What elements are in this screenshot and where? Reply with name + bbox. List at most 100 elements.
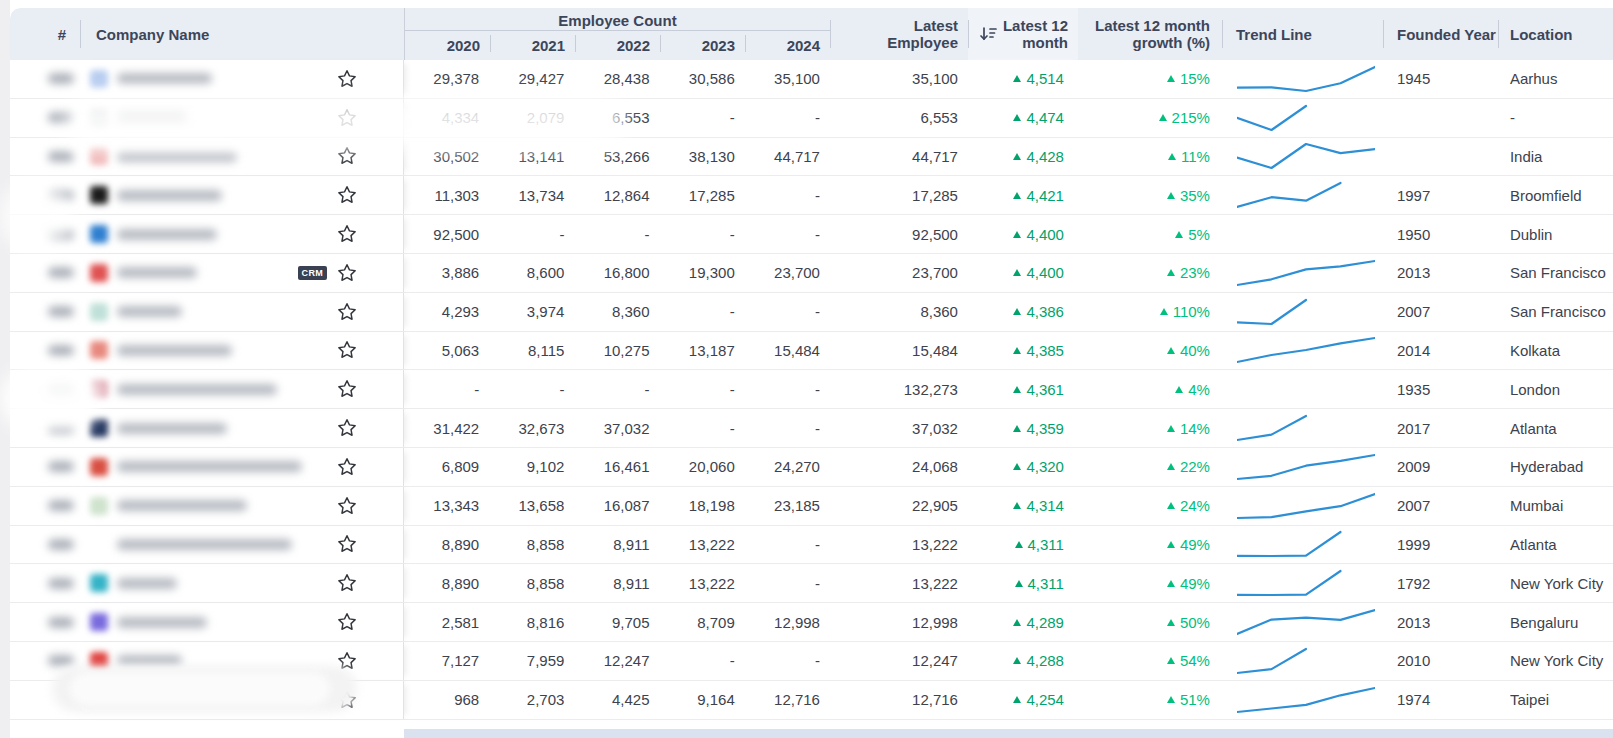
star-button[interactable] [335,377,359,401]
star-button[interactable] [335,455,359,479]
cell-employee-count-2021: 13,658 [489,487,574,525]
table-row[interactable]: 4,3342,0796,553--6,5534,474215%- [10,99,1613,138]
table-row[interactable]: 5,0638,11510,27513,18715,48415,4844,3854… [10,332,1613,371]
cell-employee-count-2024: 23,185 [745,487,830,525]
header-year-2022[interactable]: 2022 [575,31,660,60]
company-name-redacted [117,190,222,201]
star-button[interactable] [335,222,359,246]
table-row[interactable]: 9682,7034,4259,16412,71612,7164,25451%19… [10,681,1613,720]
header-founded-year[interactable]: Founded Year [1383,8,1498,60]
star-button[interactable] [335,67,359,91]
header-year-2021[interactable]: 2021 [490,31,575,60]
table-row[interactable]: 30,50213,14153,26638,13044,71744,7174,42… [10,138,1613,177]
table-row[interactable]: 8,8908,8588,91113,222-13,2224,31149%1792… [10,564,1613,603]
cell-company-name[interactable] [80,564,404,602]
table-row[interactable]: 2,5818,8169,7058,70912,99812,9984,28950%… [10,603,1613,642]
company-logo-redacted [90,380,108,398]
latest-12-month-value: 4,254 [1026,691,1064,708]
cell-employee-count-2020: 3,886 [404,254,489,292]
table-row[interactable]: 6,8099,10216,46120,06024,27024,0684,3202… [10,448,1613,487]
up-triangle-icon [1167,657,1175,664]
growth-value: 110% [1173,303,1210,320]
cell-company-name[interactable] [80,99,404,137]
horizontal-scroll-strip[interactable] [404,729,1613,738]
cell-company-name[interactable] [80,526,404,564]
table-row[interactable]: 4,2933,9748,360--8,3604,386110%2007San F… [10,293,1613,332]
cell-company-name[interactable] [80,448,404,486]
cell-company-name[interactable] [80,293,404,331]
cell-location: London [1498,370,1613,408]
latest-12-month-value: 4,514 [1026,70,1064,87]
company-name-redacted [117,384,277,395]
header-latest-12-month-growth[interactable]: Latest 12 month growth (%) [1078,8,1222,60]
company-name-redacted [117,112,187,123]
header-company-name[interactable]: Company Name [80,8,404,60]
growth-value: 50% [1180,614,1210,631]
table-row[interactable]: CRM3,8868,60016,80019,30023,70023,7004,4… [10,254,1613,293]
star-button[interactable] [335,532,359,556]
header-year-2024[interactable]: 2024 [745,31,830,60]
cell-location: New York City [1498,642,1613,680]
growth-value: 14% [1180,420,1210,437]
cell-company-name[interactable] [80,370,404,408]
star-button[interactable] [335,183,359,207]
company-name-redacted [117,617,207,628]
table-row[interactable]: 11,30313,73412,86417,285-17,2854,42135%1… [10,176,1613,215]
latest-12-month-value: 4,314 [1026,497,1064,514]
sort-descending-icon[interactable] [978,24,998,44]
table-body: 29,37829,42728,43830,58635,10035,1004,51… [10,60,1613,720]
cell-latest-12-month: 4,254 [968,681,1078,719]
latest-12-month-value: 4,400 [1026,226,1064,243]
star-button[interactable] [335,144,359,168]
cell-company-name[interactable] [80,215,404,253]
cell-company-name[interactable] [80,176,404,214]
cell-company-name[interactable] [80,60,404,98]
star-icon [336,184,358,206]
header-latest-12-month[interactable]: Latest 12 month [968,8,1078,60]
cell-row-index [10,370,80,408]
table-row[interactable]: 13,34313,65816,08718,19823,18522,9054,31… [10,487,1613,526]
star-button[interactable] [335,261,359,285]
header-location[interactable]: Location [1498,8,1613,60]
cell-company-name[interactable]: CRM [80,254,404,292]
cell-company-name[interactable] [80,409,404,447]
star-button[interactable] [335,571,359,595]
star-button[interactable] [335,649,359,673]
cell-location: Kolkata [1498,332,1613,370]
star-button[interactable] [335,300,359,324]
cell-company-name[interactable] [80,332,404,370]
header-latest-employee[interactable]: Latest Employee [830,8,968,60]
star-button[interactable] [335,610,359,634]
cell-company-name[interactable] [80,487,404,525]
trend-sparkline [1237,567,1375,599]
trend-sparkline [1237,684,1375,716]
star-button[interactable] [335,338,359,362]
cell-company-name[interactable] [80,681,404,719]
star-button[interactable] [335,494,359,518]
up-triangle-icon [1167,425,1175,432]
cell-employee-count-2020: 8,890 [404,564,489,602]
growth-value: 4% [1188,381,1210,398]
header-year-2023[interactable]: 2023 [660,31,745,60]
cell-company-name[interactable] [80,138,404,176]
cell-company-name[interactable] [80,603,404,641]
up-triangle-icon [1015,541,1023,548]
table-row[interactable]: 92,500----92,5004,4005%1950Dublin [10,215,1613,254]
table-row[interactable]: -----132,2734,3614%1935London [10,370,1613,409]
star-button[interactable] [335,106,359,130]
table-row[interactable]: 7,1277,95912,247--12,2474,28854%2010New … [10,642,1613,681]
header-year-2020[interactable]: 2020 [405,31,490,60]
star-button[interactable] [335,688,359,712]
cell-latest-employee: 37,032 [830,409,968,447]
cell-employee-count-2022: 9,705 [574,603,659,641]
cell-employee-count-2022: - [574,215,659,253]
cell-latest-12-month: 4,514 [968,60,1078,98]
up-triangle-icon [1167,463,1175,470]
cell-location: - [1498,99,1613,137]
table-row[interactable]: 29,37829,42728,43830,58635,10035,1004,51… [10,60,1613,99]
table-row[interactable]: 31,42232,67337,032--37,0324,35914%2017At… [10,409,1613,448]
cell-company-name[interactable] [80,642,404,680]
star-button[interactable] [335,416,359,440]
cell-founded-year: 1999 [1383,526,1498,564]
table-row[interactable]: 8,8908,8588,91113,222-13,2224,31149%1999… [10,526,1613,565]
